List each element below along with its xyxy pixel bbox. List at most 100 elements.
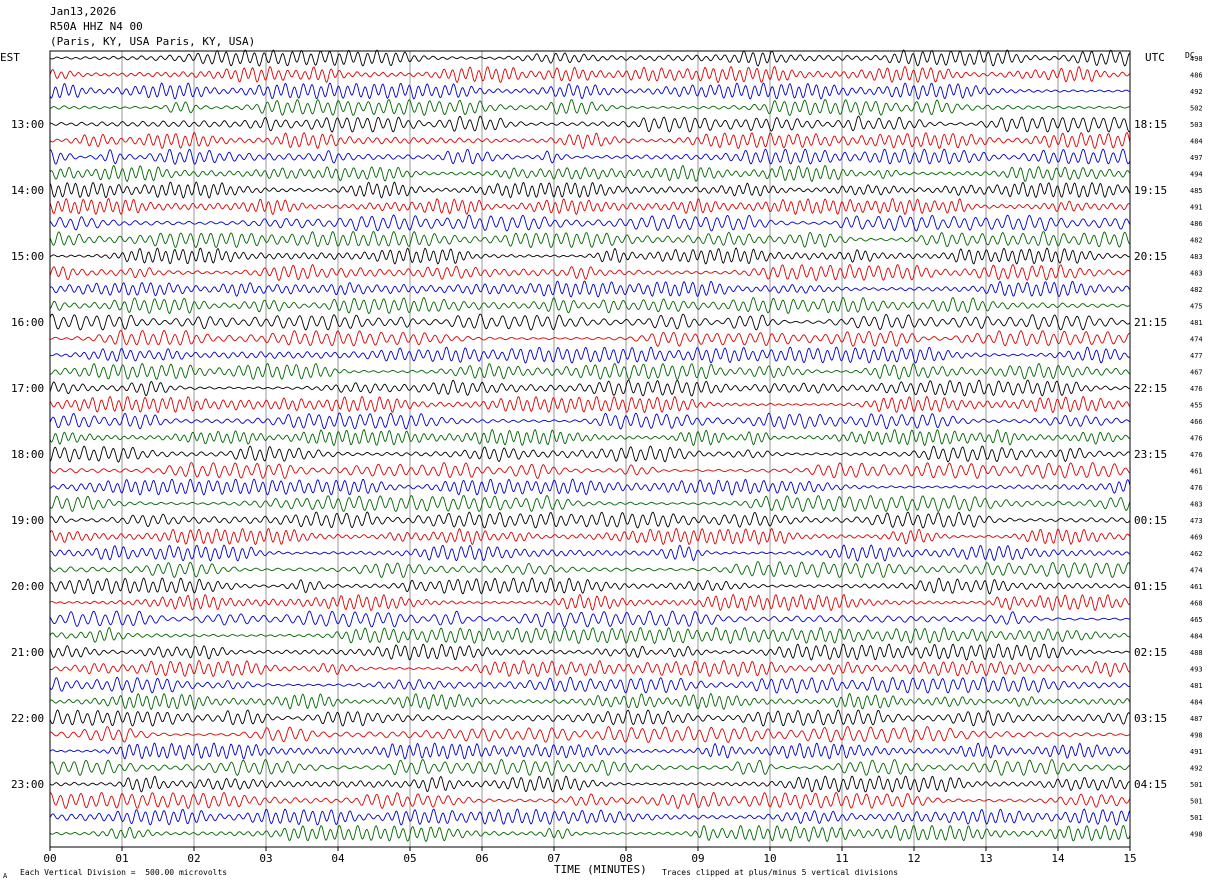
- dc-offset-label: 468: [1190, 600, 1203, 608]
- x-tick-label: 09: [691, 852, 704, 865]
- seismic-trace: [49, 478, 1131, 496]
- dc-offset-label: 481: [1190, 319, 1203, 327]
- seismic-trace: [49, 148, 1131, 165]
- left-hour-axis: 13:00 14:00 15:00 16:00 17:00 18:00 19:00 20:00…: [11, 118, 44, 791]
- dc-offset-label: 465: [1190, 616, 1203, 624]
- dc-offset-label: 491: [1190, 204, 1203, 212]
- dc-offset-label: 474: [1190, 567, 1203, 575]
- left-hour-label: 13:00: [11, 118, 44, 131]
- seismic-trace: [49, 709, 1131, 727]
- dc-offset-label: 485: [1190, 187, 1203, 195]
- dc-offset-label: 498: [1190, 831, 1203, 839]
- right-hour-label: 21:15: [1134, 316, 1167, 329]
- footer-clip-note: Traces clipped at plus/minus 5 vertical …: [662, 868, 899, 877]
- dc-offset-label: 492: [1190, 765, 1203, 773]
- dc-offset-label: 494: [1190, 171, 1203, 179]
- dc-offset-label: 502: [1190, 105, 1203, 113]
- dc-offset-header: DC: [1185, 51, 1195, 60]
- x-tick-label: 03: [259, 852, 272, 865]
- x-tick-label: 01: [115, 852, 128, 865]
- seismic-trace: [49, 643, 1131, 661]
- x-axis: 00 01 02 03 04 05 06 07 08 09 10 11 12 13 14 15: [43, 847, 1137, 865]
- x-tick-label: 02: [187, 852, 200, 865]
- dc-offset-label: 469: [1190, 534, 1203, 542]
- seismic-trace: [49, 115, 1131, 133]
- seismic-trace: [49, 610, 1131, 628]
- right-hour-label: 18:15: [1134, 118, 1167, 131]
- vertical-grid: [49, 51, 1131, 847]
- dc-offset-label: 476: [1190, 451, 1203, 459]
- dc-offset-label: 498: [1190, 732, 1203, 740]
- x-tick-label: 08: [619, 852, 632, 865]
- x-axis-title: TIME (MINUTES): [554, 863, 647, 876]
- seismic-trace: [49, 775, 1131, 793]
- right-hour-label: 02:15: [1134, 646, 1167, 659]
- x-tick-label: 15: [1123, 852, 1136, 865]
- seismic-trace: [49, 99, 1131, 116]
- left-hour-label: 16:00: [11, 316, 44, 329]
- seismic-trace: [49, 626, 1131, 645]
- dc-offset-label: 477: [1190, 352, 1203, 360]
- seismic-trace: [49, 395, 1131, 414]
- right-timezone-label: UTC: [1145, 51, 1165, 64]
- dc-offset-label: 486: [1190, 72, 1203, 80]
- seismic-trace: [49, 313, 1131, 331]
- dc-offset-label: 501: [1190, 798, 1203, 806]
- dc-offset-label: 486: [1190, 220, 1203, 228]
- left-hour-label: 17:00: [11, 382, 44, 395]
- seismic-trace: [49, 164, 1131, 182]
- seismic-trace: [49, 511, 1131, 529]
- left-hour-label: 19:00: [11, 514, 44, 527]
- seismic-trace: [49, 65, 1131, 84]
- dc-offset-label: 491: [1190, 748, 1203, 756]
- dc-offset-label: 498: [1190, 55, 1203, 63]
- left-hour-label: 21:00: [11, 646, 44, 659]
- dc-offset-label: 462: [1190, 550, 1203, 558]
- seismic-trace: [49, 197, 1131, 216]
- dc-offset-label: 461: [1190, 468, 1203, 476]
- left-hour-label: 22:00: [11, 712, 44, 725]
- seismic-trace: [49, 742, 1131, 760]
- dc-offset-label: 461: [1190, 583, 1203, 591]
- dc-offset-label: 466: [1190, 418, 1203, 426]
- seismic-trace: [49, 577, 1131, 595]
- x-tick-label: 06: [475, 852, 488, 865]
- dc-offset-column: 498 486 492 502 503 484 497 494 485 491 486 482 483 4…: [1190, 55, 1203, 839]
- left-hour-label: 20:00: [11, 580, 44, 593]
- seismic-trace: [49, 379, 1131, 397]
- right-hour-label: 22:15: [1134, 382, 1167, 395]
- seismic-trace: [49, 676, 1131, 694]
- left-hour-label: 14:00: [11, 184, 44, 197]
- dc-offset-label: 455: [1190, 402, 1203, 410]
- right-hour-label: 20:15: [1134, 250, 1167, 263]
- x-tick-label: 14: [1051, 852, 1065, 865]
- seismic-trace: [49, 214, 1131, 232]
- seismic-trace: [49, 230, 1131, 249]
- dc-offset-label: 473: [1190, 517, 1203, 525]
- dc-offset-label: 492: [1190, 88, 1203, 96]
- seismic-trace: [49, 527, 1131, 546]
- x-tick-label: 11: [835, 852, 848, 865]
- seismic-trace: [49, 412, 1131, 430]
- seismic-trace: [49, 758, 1131, 776]
- dc-offset-label: 484: [1190, 138, 1203, 146]
- chart-date: Jan13,2026: [50, 5, 117, 18]
- dc-offset-label: 487: [1190, 715, 1203, 723]
- dc-offset-label: 503: [1190, 121, 1203, 129]
- seismic-trace: [49, 82, 1131, 100]
- dc-offset-label: 501: [1190, 781, 1203, 789]
- seismic-trace: [49, 247, 1131, 265]
- dc-offset-label: 483: [1190, 253, 1203, 261]
- dc-offset-label: 474: [1190, 336, 1203, 344]
- seismic-traces: [49, 49, 1131, 843]
- x-tick-label: 07: [547, 852, 560, 865]
- dc-offset-label: 482: [1190, 237, 1203, 245]
- seismic-trace: [49, 131, 1131, 150]
- station-id: R50A HHZ N4 00: [50, 20, 143, 33]
- x-tick-label: 00: [43, 852, 56, 865]
- seismic-trace: [49, 49, 1131, 67]
- right-hour-axis: 18:15 19:15 20:15 21:15 22:15 23:15 00:15 01:15…: [1134, 118, 1167, 791]
- left-hour-label: 23:00: [11, 778, 44, 791]
- x-tick-label: 13: [979, 852, 992, 865]
